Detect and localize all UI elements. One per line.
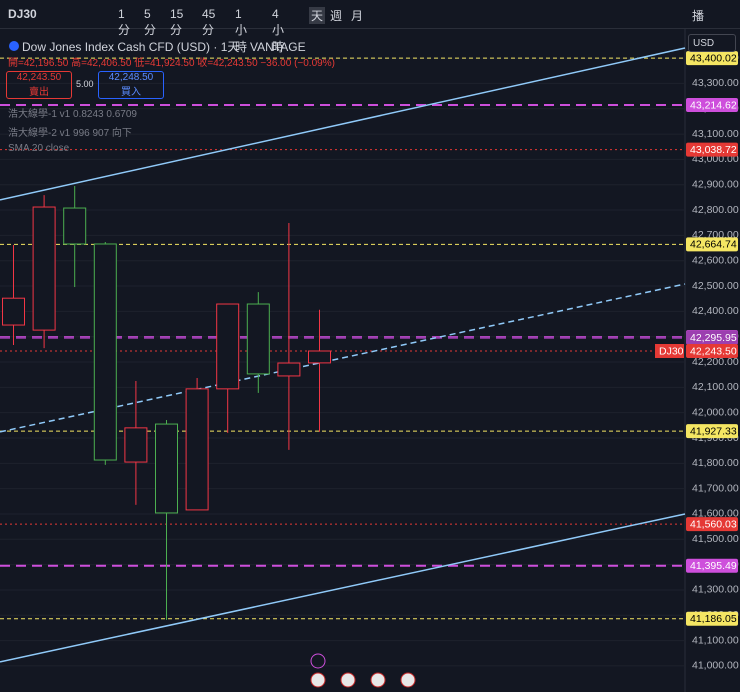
logo-dot [9,41,19,51]
y-tick-label: 42,100.00 [692,381,739,393]
y-tick-label: 41,600.00 [692,508,739,520]
interval[interactable]: 45分 [202,7,216,37]
ohlc: 開=42,196.50 高=42,406.50 低=41,924.50 收=42… [8,58,335,69]
y-tick-label: 42,900.00 [692,179,739,191]
trend-line [0,513,686,663]
replay[interactable]: 播 [692,9,705,23]
event-flag [370,672,386,688]
buy-button[interactable]: 42,248.50 買入 [98,71,164,99]
price-axis [685,28,740,692]
currency[interactable]: USD [688,34,736,52]
interval[interactable]: 天 [309,7,326,24]
level-label: 43,214.62 [690,99,737,111]
y-tick-label: 41,800.00 [692,457,739,469]
level-label-bg [686,424,738,439]
y-tick-label: 41,500.00 [692,533,739,545]
interval[interactable]: 1小時 [235,7,248,54]
y-tick-label: 41,700.00 [692,482,739,494]
symbol[interactable]: DJ30 [8,7,37,21]
candle-body [308,350,331,364]
level-label-bg [686,517,738,532]
buy-price: 42,248.50 [108,72,154,83]
sell-label: 賣出 [29,87,49,98]
candle-body [155,423,178,514]
level-label-bg [686,558,738,573]
y-tick-label: 42,800.00 [692,204,739,216]
legend-title: Dow Jones Index Cash CFD (USD) · 1天 · VA… [22,40,306,54]
symbol-tag-bg [655,343,684,358]
level-label: 41,927.33 [690,425,737,437]
level-label: 41,186.05 [690,613,737,625]
level-label: 42,664.74 [690,239,737,251]
candle-body [246,303,270,375]
interval[interactable]: 週 [330,9,343,23]
toolbar: DJ30 1分 5分 15分 45分 1小時 4小時 天週月 播 [0,0,740,54]
event-flag [400,672,416,688]
level-label-bg [686,237,738,252]
sell-button[interactable]: 42,243.50 賣出 [6,71,72,99]
y-tick-label: 42,200.00 [692,356,739,368]
indicator: 浩大線學-2 v1 996 907 向下 [8,128,132,139]
y-tick-label: 43,300.00 [692,77,739,89]
indicator: 浩大線學-1 v1 0.8243 0.6709 [8,109,137,120]
candle-body [2,297,25,326]
level-label: 41,560.03 [690,518,737,530]
candle-body [216,303,240,390]
buy-label: 買入 [121,87,141,98]
y-tick-label: 41,300.00 [692,584,739,596]
candle-body [124,427,148,463]
trend-line [0,283,686,433]
interval[interactable]: 15分 [170,7,184,37]
candle-body [277,362,301,377]
interval[interactable]: 月 [351,9,364,23]
level-label-bg [686,51,738,66]
y-tick-label: 43,100.00 [692,128,739,140]
level-label-bg [686,142,738,157]
candle-body [185,388,209,511]
level-label: 42,243.50 [690,345,737,357]
trend-line [0,47,686,201]
candle-body [63,207,87,245]
candle-body [93,243,117,461]
level-label-bg [686,98,738,113]
candle-body [32,206,56,331]
y-tick-label: 42,500.00 [692,280,739,292]
y-tick-label: 42,600.00 [692,254,739,266]
level-label: 43,400.02 [690,52,737,64]
event-flag [310,672,326,688]
interval[interactable]: 1分 [118,7,131,37]
event-flag [340,672,356,688]
y-tick-label: 42,400.00 [692,305,739,317]
level-label-bg [686,343,738,358]
y-tick-label: 41,000.00 [692,660,739,672]
y-tick-label: 42,000.00 [692,406,739,418]
sell-price: 42,243.50 [16,72,62,83]
spread: 5.00 [76,79,94,89]
interval[interactable]: 4小時 [272,7,285,54]
level-label: 41,395.49 [690,560,737,572]
y-tick-label: 41,100.00 [692,634,739,646]
interval[interactable]: 5分 [144,7,157,37]
level-label-bg [686,330,738,345]
level-label-bg [686,611,738,626]
symbol-tag: DJ30 [659,345,684,357]
event-flash [310,653,326,669]
level-label: 43,038.72 [690,144,737,156]
indicator: SMA 20 close [8,143,70,154]
level-label: 42,295.95 [690,332,737,344]
